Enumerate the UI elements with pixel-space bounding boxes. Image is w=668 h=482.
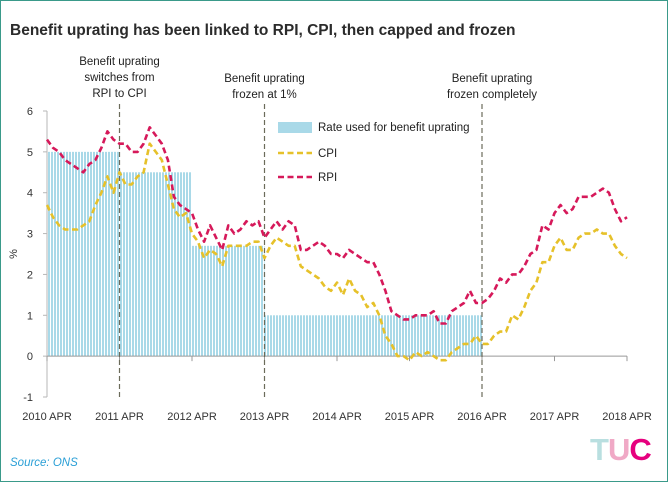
legend-label: RPI	[318, 172, 337, 184]
x-tick-label: 2016 APR	[457, 411, 507, 423]
series-line-cpi	[45, 142, 628, 362]
y-axis-label: %	[8, 249, 20, 259]
y-tick-label: 5	[27, 147, 33, 159]
x-tick-label: 2017 APR	[530, 411, 580, 423]
tuc-logo: TUC	[590, 432, 652, 468]
source-note: Source: ONS	[10, 457, 78, 469]
bar-segment	[47, 151, 120, 357]
x-tick-label: 2013 APR	[240, 411, 290, 423]
tuc-logo-letter-c: C	[629, 432, 651, 467]
legend-swatch-bar	[278, 122, 312, 133]
y-tick-label: 0	[27, 351, 33, 363]
legend-label: Rate used for benefit uprating	[318, 122, 470, 134]
series-line-rpi	[45, 126, 628, 325]
y-tick-label: 6	[27, 106, 33, 118]
annotation-text: Benefit uprating	[79, 56, 160, 68]
x-tick-label: 2014 APR	[312, 411, 362, 423]
y-tick-label: -1	[23, 392, 33, 404]
tuc-logo-letter-u: U	[607, 432, 630, 467]
x-tick-label: 2010 APR	[22, 411, 72, 423]
chart-title: Benefit uprating has been linked to RPI,…	[10, 22, 516, 39]
annotation-text: frozen completely	[447, 89, 537, 101]
x-tick-label: 2018 APR	[602, 411, 652, 423]
x-tick-label: 2015 APR	[385, 411, 435, 423]
bar-segment	[119, 172, 192, 357]
annotation-text: Benefit uprating	[452, 73, 533, 85]
annotation-text: frozen at 1%	[232, 89, 297, 101]
annotation-text: RPI to CPI	[92, 88, 146, 100]
x-tick-label: 2011 APR	[95, 411, 144, 423]
y-tick-label: 1	[27, 310, 33, 322]
annotation-text: Benefit uprating	[224, 73, 305, 85]
y-tick-label: 4	[27, 188, 33, 200]
y-tick-label: 3	[27, 229, 33, 241]
tuc-logo-letter-t: T	[590, 432, 609, 467]
y-tick-label: 2	[27, 269, 33, 281]
legend-label: CPI	[318, 148, 337, 160]
bar-segment	[192, 245, 265, 357]
annotation-text: switches from	[84, 72, 154, 84]
x-tick-label: 2012 APR	[167, 411, 217, 423]
bar-segment	[264, 315, 482, 357]
